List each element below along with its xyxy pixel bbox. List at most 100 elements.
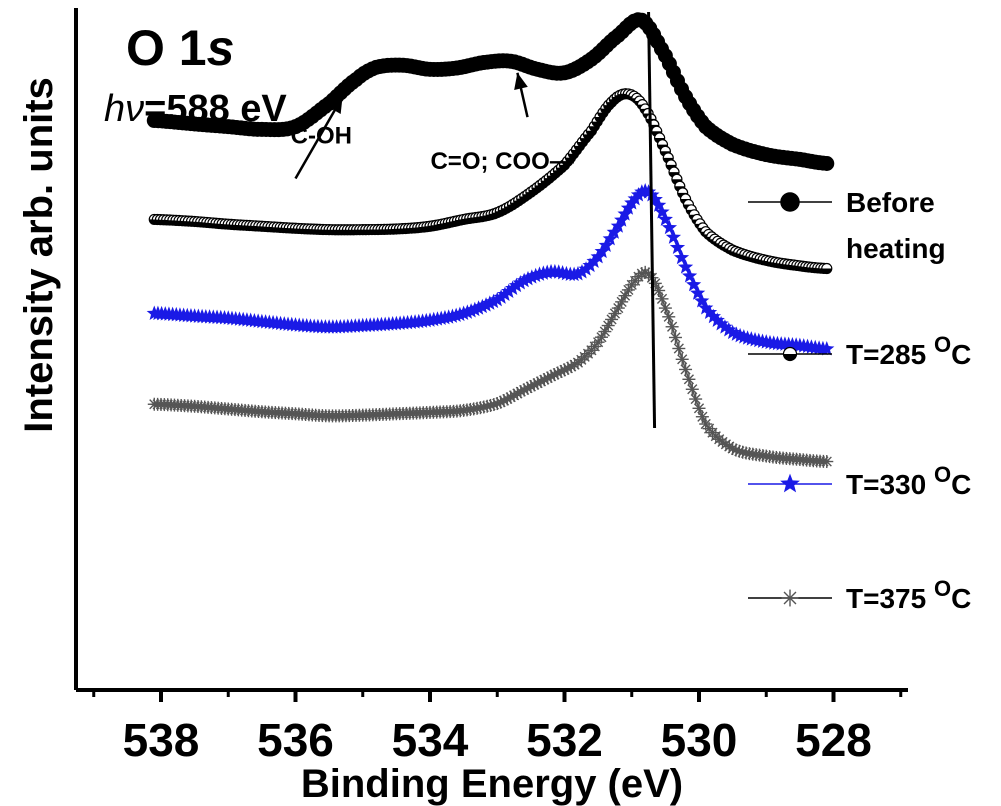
data-point xyxy=(699,417,713,431)
data-point xyxy=(677,259,694,274)
x-tick-label: 528 xyxy=(795,714,872,766)
data-point xyxy=(516,272,532,288)
data-point xyxy=(654,204,670,219)
data-point xyxy=(782,346,798,362)
data-point xyxy=(508,277,525,293)
legend-label-sup: O xyxy=(934,462,951,487)
legend-label: Before xyxy=(846,187,935,218)
data-point xyxy=(685,382,699,396)
x-axis-title: Binding Energy (eV) xyxy=(301,762,683,806)
data-point xyxy=(524,269,540,284)
energy-symbol: hν xyxy=(104,88,144,130)
data-point xyxy=(705,308,722,324)
data-point xyxy=(781,589,799,607)
data-point xyxy=(690,285,706,300)
x-ticks xyxy=(92,690,903,702)
data-point xyxy=(665,229,682,244)
data-point xyxy=(651,197,667,212)
legend-entry-4: T=375 OC xyxy=(748,576,971,614)
series-layer xyxy=(146,12,835,469)
data-point xyxy=(709,312,725,328)
legend-label-unit: C xyxy=(951,469,971,500)
data-point xyxy=(694,293,710,308)
data-point xyxy=(615,295,629,309)
data-point xyxy=(820,455,834,469)
data-point xyxy=(819,155,835,171)
annotation-arrowhead xyxy=(328,96,343,115)
data-point xyxy=(482,295,498,310)
data-point xyxy=(485,293,502,309)
series-3 xyxy=(146,182,835,356)
legend-label-sup: O xyxy=(934,576,951,601)
legend-entry-2: T=285 OC xyxy=(748,332,971,370)
data-point xyxy=(608,307,622,321)
data-point xyxy=(672,341,686,355)
data-point xyxy=(713,316,729,331)
x-tick-label: 532 xyxy=(526,714,603,766)
x-tick-label: 536 xyxy=(257,714,334,766)
photon-energy-label: hν=588 eV xyxy=(104,88,287,130)
data-point xyxy=(474,298,490,314)
data-point xyxy=(686,276,702,292)
data-point xyxy=(821,262,833,275)
legend-label-text: T=285 xyxy=(846,339,934,370)
peak-marker-line xyxy=(647,11,657,429)
annotation-arrowhead xyxy=(514,72,528,90)
axes xyxy=(74,8,908,692)
legend-label: T=375 OC xyxy=(846,576,971,614)
series-1 xyxy=(146,12,835,171)
x-tick-labels: 538 536 534 532 530 528 xyxy=(123,714,872,766)
data-point xyxy=(640,184,657,199)
data-point xyxy=(661,219,678,235)
data-point xyxy=(520,270,536,286)
x-tick-label: 538 xyxy=(123,714,200,766)
data-point xyxy=(505,280,521,296)
data-point xyxy=(669,239,686,255)
data-point xyxy=(780,192,800,212)
data-point xyxy=(662,310,676,324)
series-4 xyxy=(147,265,834,469)
legend-label: T=330 OC xyxy=(846,462,971,500)
legend-label-text: T=330 xyxy=(846,469,934,500)
data-point xyxy=(467,301,483,317)
legend-label-text: T=375 xyxy=(846,583,934,614)
data-point xyxy=(489,291,505,307)
data-point xyxy=(601,319,615,333)
legend-label-sup: O xyxy=(934,332,951,357)
legend-label-unit: C xyxy=(951,583,971,614)
data-point xyxy=(689,392,703,406)
chart-title: O 1s xyxy=(126,20,234,76)
legend-entry-1: Before heating xyxy=(748,187,946,264)
data-point xyxy=(586,253,602,268)
data-point xyxy=(657,211,673,226)
data-point xyxy=(665,320,679,334)
legend-label-unit: C xyxy=(951,339,971,370)
data-point xyxy=(673,249,690,265)
data-point xyxy=(578,261,594,276)
data-point xyxy=(679,362,693,376)
x-tick-label: 530 xyxy=(661,714,738,766)
data-point xyxy=(470,300,487,315)
data-point xyxy=(501,283,517,299)
data-point xyxy=(682,372,696,386)
data-point xyxy=(668,330,682,344)
legend-label: heating xyxy=(846,233,946,264)
title-main: O 1 xyxy=(126,20,207,76)
data-point xyxy=(512,275,528,290)
data-point xyxy=(698,300,714,315)
data-point xyxy=(780,473,800,493)
data-point xyxy=(647,191,663,207)
data-point xyxy=(570,265,586,281)
legend-entry-3: T=330 OC xyxy=(748,462,971,500)
data-point xyxy=(819,341,835,356)
title-italic: s xyxy=(207,20,235,76)
data-point xyxy=(478,297,494,312)
data-point xyxy=(681,268,698,283)
legend-label: T=285 OC xyxy=(846,332,971,370)
data-point xyxy=(675,352,689,366)
annotation-label: C=O; COO— xyxy=(430,148,573,175)
data-point xyxy=(655,292,669,306)
data-point xyxy=(721,322,737,337)
